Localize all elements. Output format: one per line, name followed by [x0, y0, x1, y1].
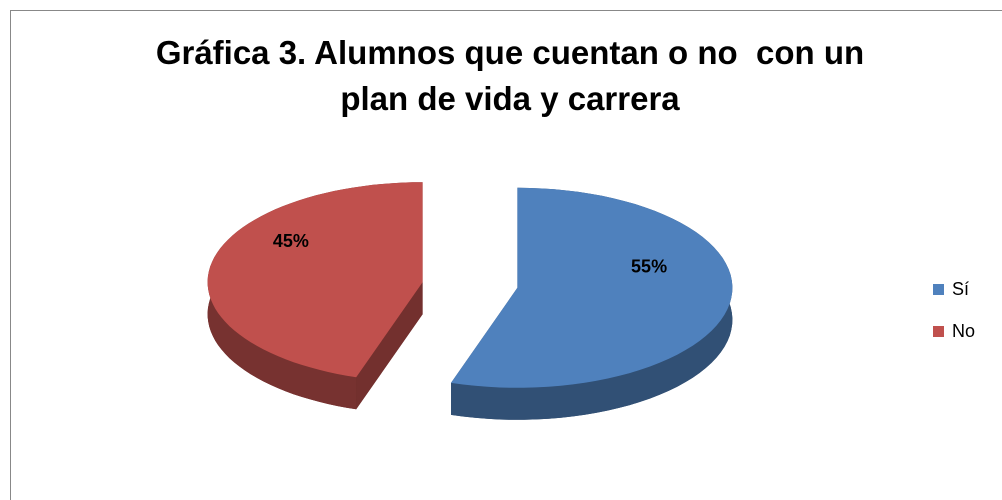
- slice-top: [207, 182, 423, 378]
- pie-slice: [207, 182, 423, 410]
- legend-swatch: [933, 284, 944, 295]
- chart-title: Gráfica 3. Alumnos que cuentan o no con …: [155, 34, 874, 117]
- data-label: 45%: [273, 231, 309, 251]
- legend-label: No: [952, 321, 975, 341]
- chart-frame: [10, 10, 1002, 500]
- slice-wall: [356, 282, 423, 410]
- legend-swatch: [933, 326, 944, 337]
- data-label: 55%: [631, 256, 667, 276]
- legend-label: Sí: [952, 279, 969, 299]
- slice-top: [451, 187, 733, 388]
- pie-slice: [451, 187, 733, 420]
